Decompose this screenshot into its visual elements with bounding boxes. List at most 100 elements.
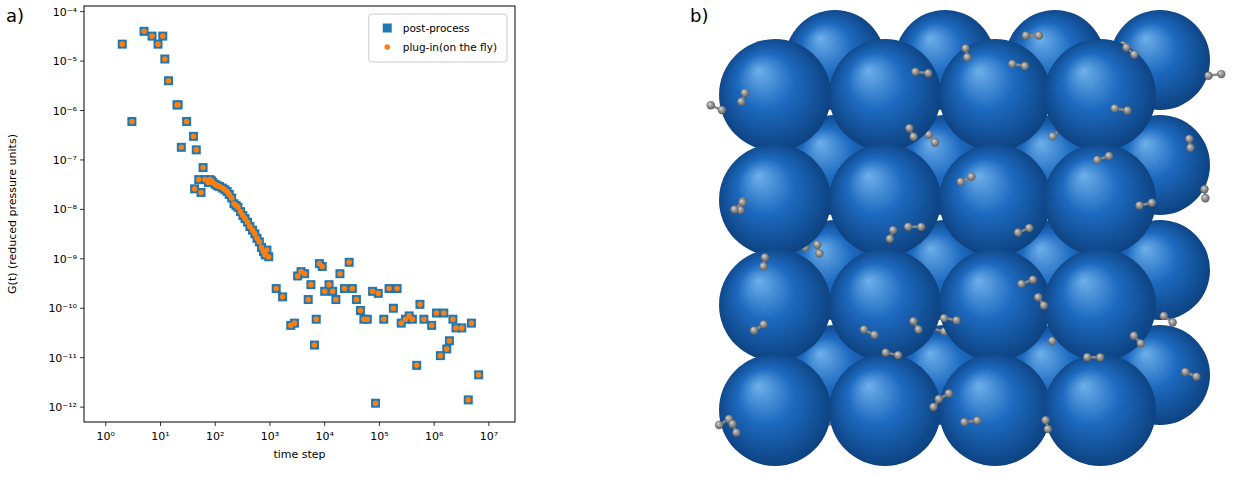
point: [335, 269, 344, 278]
atom: [759, 320, 767, 328]
point: [330, 289, 336, 295]
point: [333, 297, 339, 303]
atom: [1201, 194, 1209, 202]
atom: [1029, 275, 1037, 283]
point: [469, 320, 475, 326]
point: [476, 372, 482, 378]
point: [192, 145, 201, 154]
point: [197, 188, 206, 197]
atom: [870, 331, 878, 339]
atom: [1185, 135, 1193, 143]
sphere: [829, 39, 941, 151]
atom: [960, 418, 968, 426]
point: [393, 284, 402, 293]
point: [174, 100, 183, 109]
point: [155, 41, 161, 47]
atom: [1025, 224, 1033, 232]
point: [414, 363, 420, 369]
atom: [707, 101, 715, 109]
atom: [732, 428, 740, 436]
atom: [881, 348, 889, 356]
atom: [914, 325, 922, 333]
series: [119, 29, 481, 406]
x-tick: [379, 422, 380, 426]
atom: [1217, 70, 1225, 78]
y-tick: [80, 308, 84, 309]
x-tick-label: 10¹: [151, 430, 169, 443]
point: [385, 284, 394, 293]
atom: [1048, 132, 1056, 140]
atom: [715, 421, 723, 429]
atom: [761, 253, 769, 261]
point: [312, 342, 318, 348]
point: [160, 33, 166, 39]
x-tick-label: 10³: [261, 430, 279, 443]
point: [273, 286, 279, 292]
x-tick: [269, 422, 270, 426]
y-tick: [80, 357, 84, 358]
atom: [929, 403, 937, 411]
y-axis-title: G(t) (reduced pressure units): [6, 134, 19, 294]
point: [304, 295, 313, 304]
x-tick-label: 10⁴: [315, 430, 334, 443]
point: [322, 289, 328, 295]
point: [465, 397, 471, 403]
sphere: [829, 249, 941, 361]
point: [127, 117, 136, 126]
point: [119, 41, 125, 47]
atom: [741, 89, 749, 97]
atom: [1093, 156, 1101, 164]
point: [310, 341, 319, 350]
atom: [813, 240, 821, 248]
atom: [1204, 72, 1212, 80]
point: [232, 201, 241, 210]
y-tick-label: 10⁻⁸: [53, 203, 78, 216]
atom: [1192, 372, 1200, 380]
atom: [738, 198, 746, 206]
point: [313, 316, 319, 322]
point: [442, 344, 451, 353]
atom: [1181, 368, 1189, 376]
point: [371, 399, 380, 408]
atom: [1040, 301, 1048, 309]
point: [415, 300, 424, 309]
point: [160, 55, 169, 64]
point: [375, 291, 381, 297]
atom: [728, 420, 736, 428]
point: [328, 287, 337, 296]
point: [474, 370, 483, 379]
point: [354, 297, 360, 303]
point: [419, 315, 428, 324]
atom: [1130, 332, 1138, 340]
atom: [931, 138, 939, 146]
y-tick-label: 10⁻⁷: [53, 154, 77, 167]
point: [346, 260, 352, 266]
atom: [1035, 31, 1043, 39]
atom: [815, 249, 823, 257]
point: [352, 295, 361, 304]
atom: [1200, 185, 1208, 193]
atom: [718, 106, 726, 114]
legend-marker: [383, 24, 392, 33]
atom: [1122, 43, 1130, 51]
point: [272, 284, 281, 293]
frame: [84, 6, 515, 422]
atom: [737, 97, 745, 105]
point: [331, 295, 340, 304]
atom: [973, 416, 981, 424]
point: [319, 264, 325, 270]
atom: [860, 325, 868, 333]
point: [164, 76, 173, 85]
point: [308, 282, 314, 288]
point: [379, 315, 388, 324]
atom: [1034, 293, 1042, 301]
atom: [1130, 50, 1138, 58]
axes: 10⁰10¹10²10³10⁴10⁵10⁶10⁷10⁻¹²10⁻¹¹10⁻¹⁰1…: [48, 6, 498, 443]
point: [118, 40, 127, 49]
point: [280, 294, 286, 300]
point: [386, 286, 392, 292]
series: [118, 27, 483, 408]
atom: [1021, 62, 1029, 70]
point: [312, 315, 321, 324]
point: [444, 346, 450, 352]
